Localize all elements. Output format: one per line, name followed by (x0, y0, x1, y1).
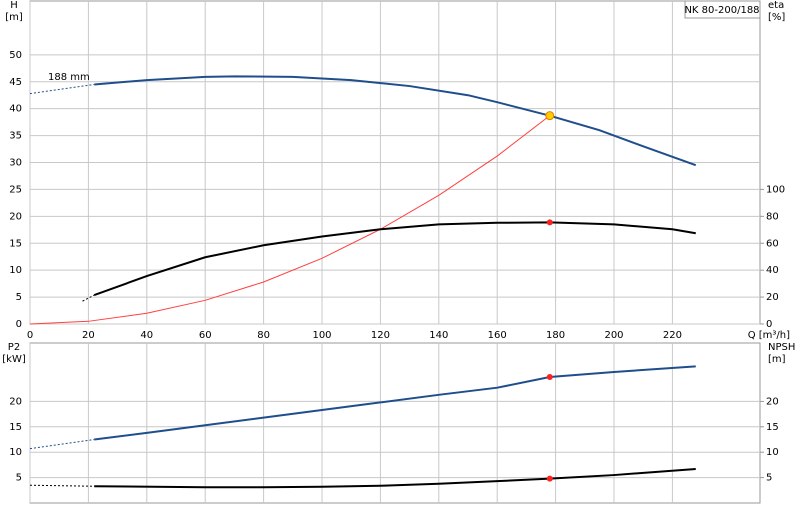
y-tick-label: 30 (9, 158, 22, 169)
y-tick-label: 40 (9, 104, 22, 115)
curve (29, 83, 95, 95)
pump-id: NK 80-200/188 (684, 5, 759, 16)
x-tick-label: 180 (546, 330, 565, 341)
y-tick-label: 50 (9, 50, 22, 61)
y-axis-label: P2 (8, 342, 20, 353)
y-axis-unit: [m] (5, 12, 23, 23)
y2-tick-label: 0 (766, 319, 772, 330)
y-tick-label: 15 (9, 238, 22, 249)
y2-axis-unit: [m] (768, 354, 786, 365)
y-tick-label: 10 (9, 265, 22, 276)
curve-annotation: 188 mm (48, 72, 90, 83)
x-tick-label: 60 (199, 330, 212, 341)
curve (93, 221, 696, 297)
y-tick-label: 35 (9, 131, 22, 142)
y-tick-label: 5 (16, 292, 22, 303)
plot-frame (29, 342, 761, 504)
id-box (684, 0, 761, 19)
y2-tick-label: 40 (766, 265, 779, 276)
y-axis-unit: [kW] (2, 354, 26, 365)
x-tick-label: 20 (82, 330, 95, 341)
x-tick-label: 100 (312, 330, 331, 341)
y-tick-label: 20 (9, 396, 22, 407)
x-tick-label: 0 (27, 330, 33, 341)
duty-point (546, 475, 553, 482)
y-tick-label: 10 (9, 447, 22, 458)
y2-tick-label: 5 (766, 473, 772, 484)
y2-tick-label: 100 (766, 184, 785, 195)
y-tick-label: 20 (9, 211, 22, 222)
x-tick-label: 40 (140, 330, 153, 341)
y2-tick-label: 15 (766, 422, 779, 433)
y-tick-label: 15 (9, 422, 22, 433)
curve (94, 75, 697, 167)
x-axis-label: Q [m³/h] (748, 330, 790, 341)
x-tick-label: 80 (257, 330, 270, 341)
x-tick-label: 120 (371, 330, 390, 341)
duty-point (545, 111, 555, 121)
curve (94, 467, 696, 489)
curve (29, 115, 551, 325)
y2-axis-label: NPSH (768, 342, 795, 353)
duty-point (546, 219, 553, 226)
y-tick-label: 45 (9, 77, 22, 88)
curve (29, 439, 95, 450)
y2-tick-label: 10 (766, 447, 779, 458)
duty-point (546, 374, 553, 381)
y2-axis-label: eta (768, 0, 784, 11)
y-tick-label: 5 (16, 473, 22, 484)
y2-tick-label: 80 (766, 211, 779, 222)
x-tick-label: 200 (604, 330, 623, 341)
y-axis-label: H (10, 0, 18, 11)
y2-tick-label: 60 (766, 238, 779, 249)
curve (29, 484, 95, 487)
y2-tick-label: 20 (766, 396, 779, 407)
x-tick-label: 220 (663, 330, 682, 341)
y-tick-label: 0 (16, 319, 22, 330)
y2-axis-unit: [%] (768, 12, 785, 23)
y2-tick-label: 20 (766, 292, 779, 303)
x-tick-label: 140 (429, 330, 448, 341)
curve (94, 365, 696, 441)
y-tick-label: 25 (9, 184, 22, 195)
x-tick-label: 160 (488, 330, 507, 341)
